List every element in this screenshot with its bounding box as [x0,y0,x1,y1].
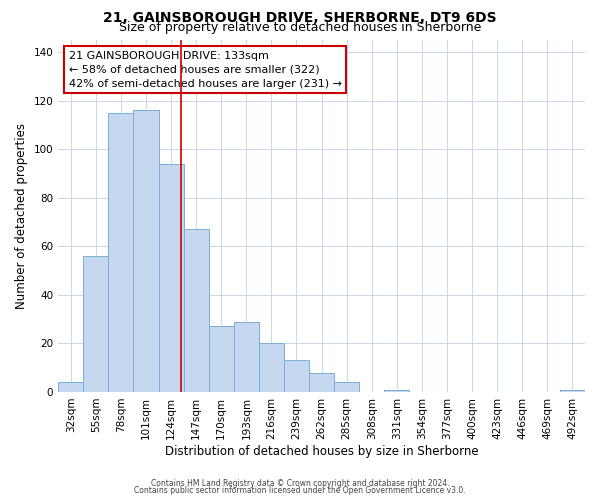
Bar [58,382,83,392]
Bar [184,230,209,392]
Bar [385,390,409,392]
Bar [234,322,259,392]
Bar [560,390,585,392]
Text: 21, GAINSBOROUGH DRIVE, SHERBORNE, DT9 6DS: 21, GAINSBOROUGH DRIVE, SHERBORNE, DT9 6… [103,11,497,25]
Text: Contains public sector information licensed under the Open Government Licence v3: Contains public sector information licen… [134,486,466,495]
Bar [83,256,109,392]
Bar [109,113,133,392]
Bar [334,382,359,392]
X-axis label: Distribution of detached houses by size in Sherborne: Distribution of detached houses by size … [165,444,478,458]
Y-axis label: Number of detached properties: Number of detached properties [15,123,28,309]
Text: Contains HM Land Registry data © Crown copyright and database right 2024.: Contains HM Land Registry data © Crown c… [151,478,449,488]
Bar [158,164,184,392]
Text: Size of property relative to detached houses in Sherborne: Size of property relative to detached ho… [119,22,481,35]
Bar [259,344,284,392]
Text: 21 GAINSBOROUGH DRIVE: 133sqm
← 58% of detached houses are smaller (322)
42% of : 21 GAINSBOROUGH DRIVE: 133sqm ← 58% of d… [69,50,342,88]
Bar [209,326,234,392]
Bar [284,360,309,392]
Bar [309,372,334,392]
Bar [133,110,158,392]
